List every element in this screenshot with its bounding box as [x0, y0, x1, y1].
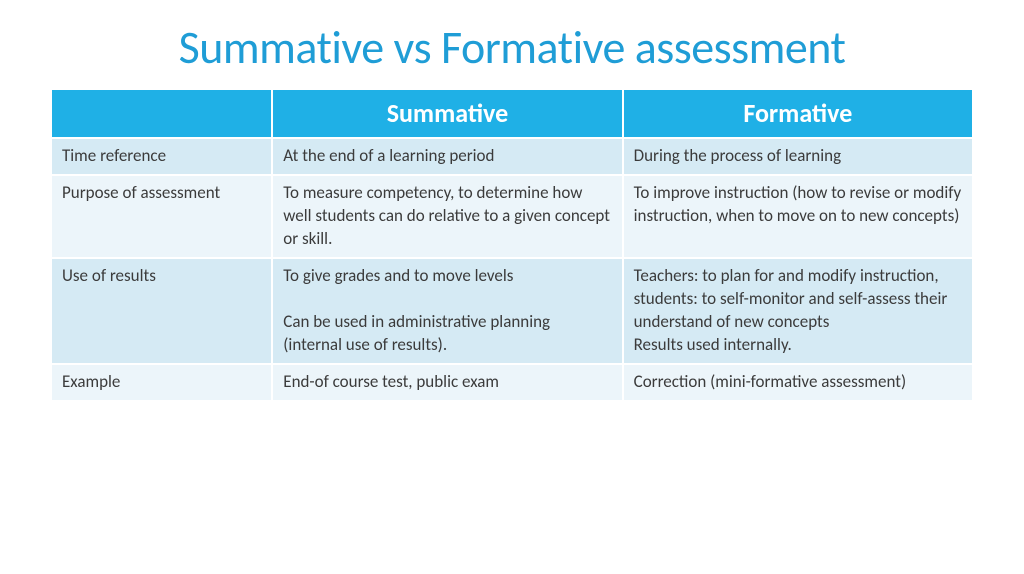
header-formative: Formative	[623, 89, 973, 138]
row-label: Use of results	[51, 258, 272, 364]
cell-summative: To give grades and to move levels Can be…	[272, 258, 622, 364]
row-label: Time reference	[51, 138, 272, 175]
cell-formative: Teachers: to plan for and modify instruc…	[623, 258, 973, 364]
row-label: Example	[51, 364, 272, 401]
table-header-row: Summative Formative	[51, 89, 973, 138]
table-row: Use of results To give grades and to mov…	[51, 258, 973, 364]
cell-summative: To measure competency, to determine how …	[272, 175, 622, 258]
cell-formative: During the process of learning	[623, 138, 973, 175]
table-body: Time reference At the end of a learning …	[51, 138, 973, 400]
table-row: Example End-of course test, public exam …	[51, 364, 973, 401]
header-summative: Summative	[272, 89, 622, 138]
comparison-table: Summative Formative Time reference At th…	[50, 88, 974, 402]
slide-title: Summative vs Formative assessment	[50, 20, 974, 76]
cell-formative: To improve instruction (how to revise or…	[623, 175, 973, 258]
cell-formative: Correction (mini-formative assessment)	[623, 364, 973, 401]
header-blank	[51, 89, 272, 138]
cell-summative: At the end of a learning period	[272, 138, 622, 175]
cell-summative: End-of course test, public exam	[272, 364, 622, 401]
table-row: Purpose of assessment To measure compete…	[51, 175, 973, 258]
row-label: Purpose of assessment	[51, 175, 272, 258]
table-row: Time reference At the end of a learning …	[51, 138, 973, 175]
